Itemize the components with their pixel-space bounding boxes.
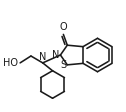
Text: N: N bbox=[52, 50, 59, 60]
Text: HO: HO bbox=[3, 58, 18, 68]
Text: S: S bbox=[60, 60, 66, 70]
Text: O: O bbox=[60, 22, 67, 32]
Text: N: N bbox=[39, 52, 46, 62]
